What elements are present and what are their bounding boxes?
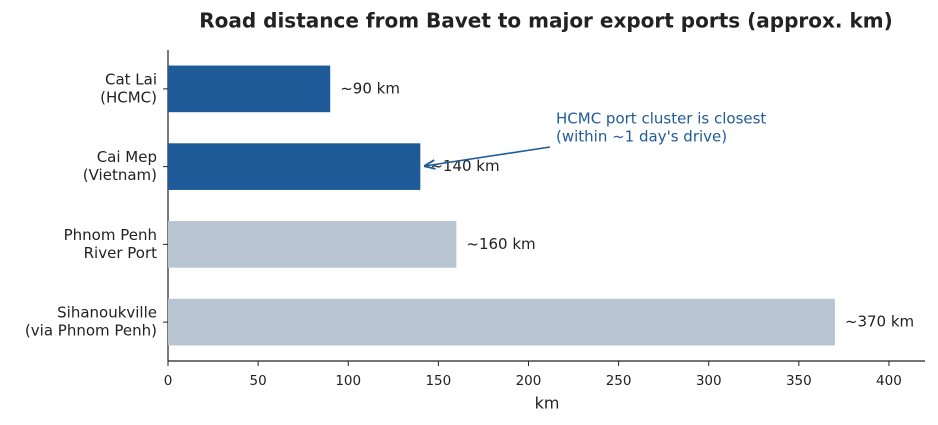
x-axis-label: km (535, 394, 560, 413)
x-tick-label: 200 (516, 373, 542, 389)
bar (168, 143, 421, 190)
y-tick-label: Sihanoukville (57, 304, 157, 322)
y-tick-label: Cat Lai (105, 70, 157, 88)
value-label: ~90 km (340, 79, 400, 97)
x-tick-label: 300 (696, 373, 722, 389)
x-tick-label: 100 (335, 373, 361, 389)
value-label: ~160 km (466, 235, 535, 253)
chart-title: Road distance from Bavet to major export… (199, 9, 893, 33)
y-tick-label: (via Phnom Penh) (25, 322, 157, 340)
bar (168, 298, 835, 346)
annotation: HCMC port cluster is closest (556, 110, 766, 128)
value-label: ~140 km (430, 157, 499, 175)
x-tick-label: 150 (425, 373, 451, 389)
y-tick-label: (HCMC) (100, 88, 157, 106)
x-tick-label: 50 (250, 373, 267, 389)
bar (168, 221, 457, 268)
annotation-arrow (425, 146, 551, 166)
x-tick-label: 250 (606, 373, 632, 389)
y-tick-label: Cai Mep (97, 148, 157, 166)
x-tick-label: 0 (164, 373, 173, 389)
y-tick-label: (Vietnam) (83, 166, 157, 184)
value-label: ~370 km (845, 313, 914, 331)
y-tick-label: Phnom Penh (64, 226, 157, 244)
x-tick-label: 350 (786, 373, 812, 389)
annotation: (within ~1 day's drive) (556, 128, 727, 146)
y-tick-label: River Port (84, 244, 157, 262)
bar (168, 65, 331, 113)
x-tick-label: 400 (876, 373, 902, 389)
